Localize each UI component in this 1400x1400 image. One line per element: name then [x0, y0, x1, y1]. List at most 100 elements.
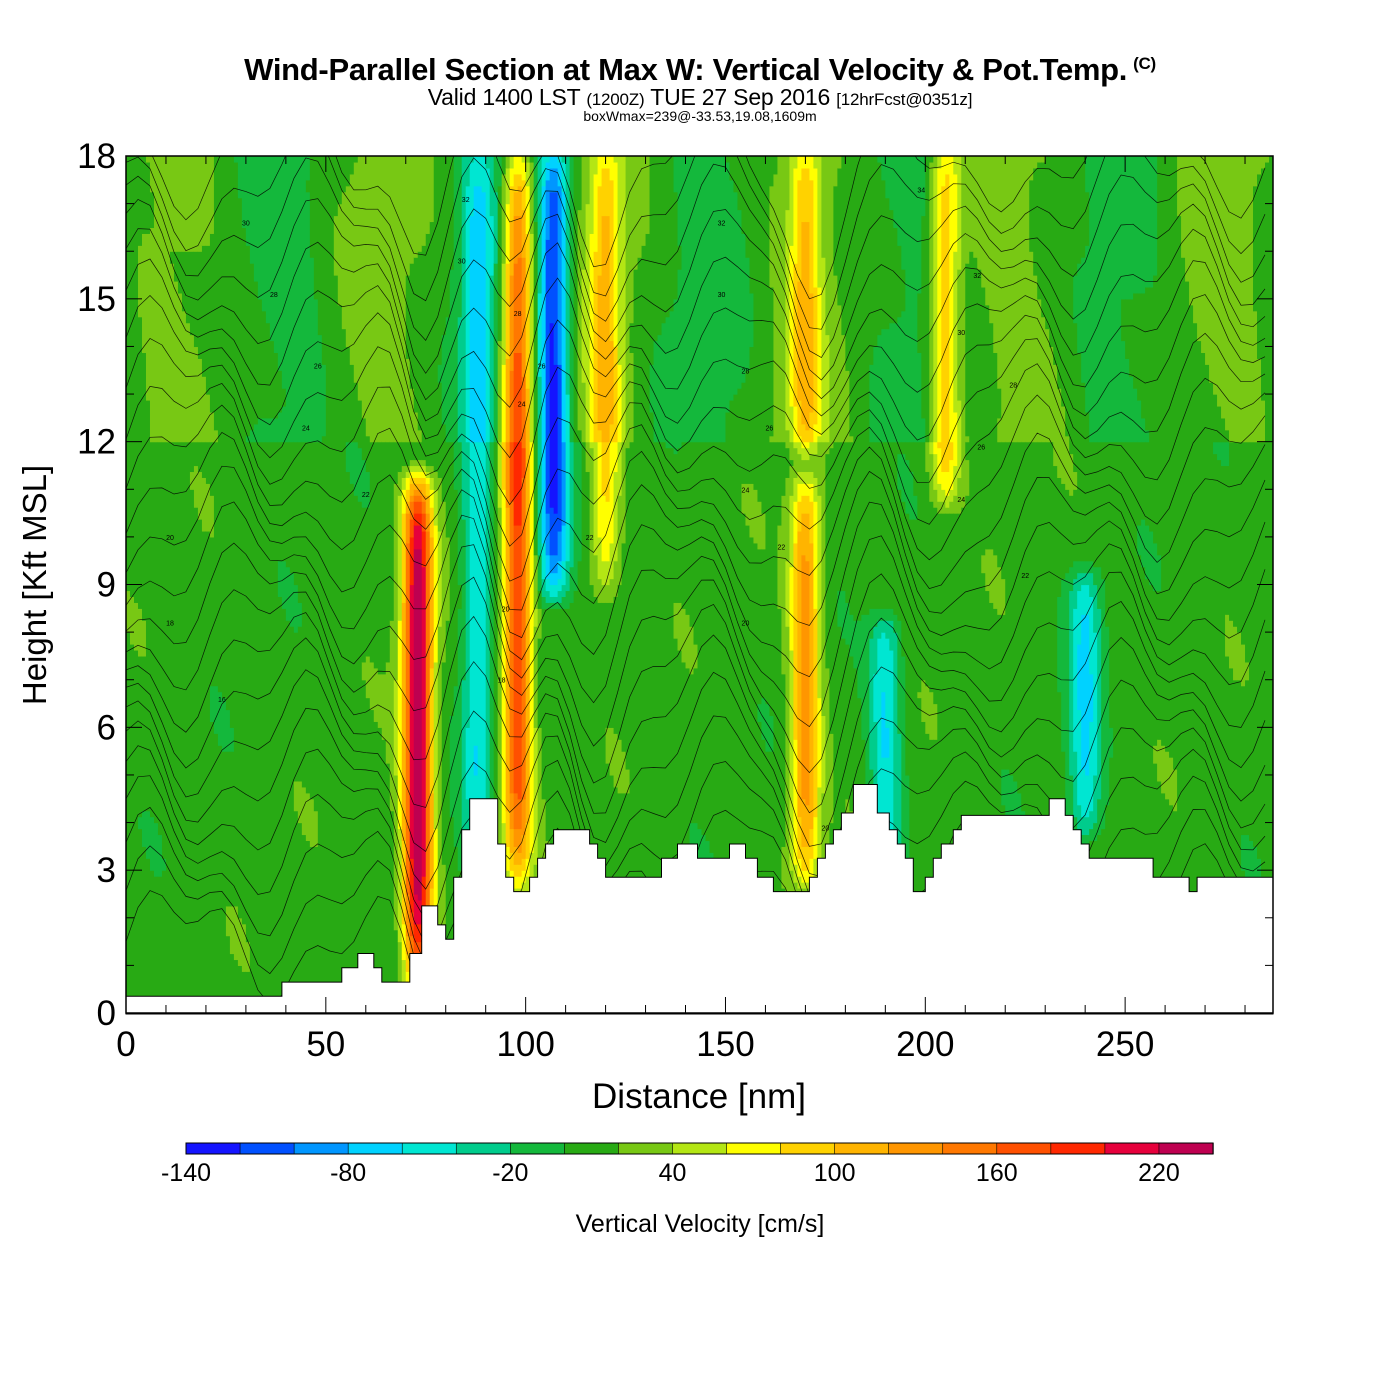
- w-cell: [1249, 840, 1254, 895]
- w-cell: [409, 971, 415, 984]
- w-cell: [213, 685, 219, 734]
- w-cell: [981, 572, 986, 1013]
- w-cell: [757, 548, 763, 705]
- w-cell: [709, 156, 715, 443]
- theta-contour-line: [126, 258, 1266, 422]
- theta-contour-line: [126, 535, 1266, 728]
- w-cell: [421, 941, 427, 955]
- w-cell: [585, 441, 591, 473]
- w-cell: [265, 417, 271, 443]
- colorbar-segment: [1158, 1142, 1214, 1155]
- w-cell: [1073, 840, 1078, 1013]
- theta-contour-label: 20: [166, 535, 174, 542]
- w-cell: [485, 156, 491, 169]
- w-cell: [1205, 156, 1210, 365]
- w-cell: [277, 411, 283, 443]
- w-cell: [641, 983, 647, 1013]
- w-cell: [901, 501, 906, 657]
- w-cell: [197, 441, 203, 473]
- w-cell: [933, 167, 938, 443]
- w-cell: [1253, 185, 1258, 312]
- w-cell: [793, 893, 799, 943]
- w-cell: [777, 156, 783, 443]
- w-cell: [1101, 929, 1106, 1013]
- w-cell: [573, 156, 579, 443]
- w-cell: [245, 941, 251, 972]
- w-cell: [897, 453, 902, 490]
- w-cell: [1217, 459, 1222, 1013]
- w-cell: [229, 727, 235, 752]
- w-cell: [361, 507, 367, 663]
- w-cell: [973, 156, 978, 258]
- w-cell: [269, 441, 275, 1013]
- w-cell: [417, 441, 423, 461]
- w-cell: [173, 441, 179, 1013]
- w-cell: [149, 441, 155, 818]
- w-cell: [237, 965, 243, 1013]
- w-cell: [869, 876, 874, 1013]
- w-cell: [605, 763, 611, 1013]
- w-cell: [761, 513, 767, 550]
- w-cell: [305, 156, 311, 181]
- w-cell: [1101, 156, 1106, 443]
- w-cell: [509, 828, 515, 853]
- w-cell: [813, 167, 818, 288]
- w-cell: [681, 661, 687, 1013]
- w-cell: [1105, 893, 1110, 931]
- w-cell: [261, 156, 267, 312]
- w-cell: [793, 263, 799, 407]
- w-cell: [545, 554, 551, 580]
- w-cell: [989, 548, 994, 603]
- w-cell: [797, 400, 803, 437]
- w-cell: [349, 156, 355, 175]
- w-cell: [889, 156, 894, 211]
- w-cell: [797, 441, 803, 455]
- w-cell: [413, 483, 419, 490]
- w-cell: [553, 364, 559, 514]
- theta-contours: 3028262422201816323028262422201832302826…: [126, 156, 1266, 1013]
- w-cell: [697, 441, 703, 830]
- w-cell: [513, 864, 519, 877]
- w-cell: [193, 441, 199, 467]
- w-cell: [169, 251, 175, 264]
- w-cell: [1093, 441, 1098, 568]
- w-cell: [733, 394, 739, 1013]
- w-cell: [753, 156, 759, 490]
- w-cell: [1009, 441, 1014, 776]
- w-cell: [805, 882, 811, 889]
- w-cell: [673, 191, 679, 300]
- w-cell: [933, 156, 938, 169]
- w-cell: [737, 209, 743, 389]
- w-cell: [705, 441, 711, 842]
- w-cell: [193, 507, 199, 1013]
- w-cell: [293, 584, 299, 633]
- w-cell: [381, 441, 387, 675]
- w-cell: [413, 257, 419, 413]
- w-cell: [233, 161, 239, 907]
- w-cell: [1153, 745, 1158, 764]
- w-cell: [561, 441, 567, 526]
- w-cell: [921, 215, 926, 419]
- w-cell: [801, 870, 807, 883]
- w-cell: [673, 298, 679, 455]
- w-cell: [301, 834, 307, 1013]
- colorbar-label: Vertical Velocity [cm/s]: [576, 1210, 825, 1238]
- w-cell: [1021, 441, 1026, 812]
- w-cell: [313, 810, 319, 847]
- w-cell: [169, 441, 175, 1013]
- w-cell: [189, 441, 195, 473]
- w-cell: [613, 560, 619, 598]
- w-cell: [401, 983, 407, 996]
- w-cell: [937, 501, 942, 514]
- w-cell: [1009, 774, 1014, 830]
- w-cell: [737, 156, 743, 211]
- w-cell: [805, 221, 811, 431]
- w-cell: [953, 173, 958, 252]
- w-cell: [529, 161, 535, 234]
- w-cell: [1041, 316, 1046, 443]
- w-cell: [413, 923, 419, 943]
- w-cell: [933, 453, 938, 490]
- w-cell: [1085, 572, 1090, 586]
- w-cell: [865, 156, 870, 615]
- w-cell: [405, 489, 411, 502]
